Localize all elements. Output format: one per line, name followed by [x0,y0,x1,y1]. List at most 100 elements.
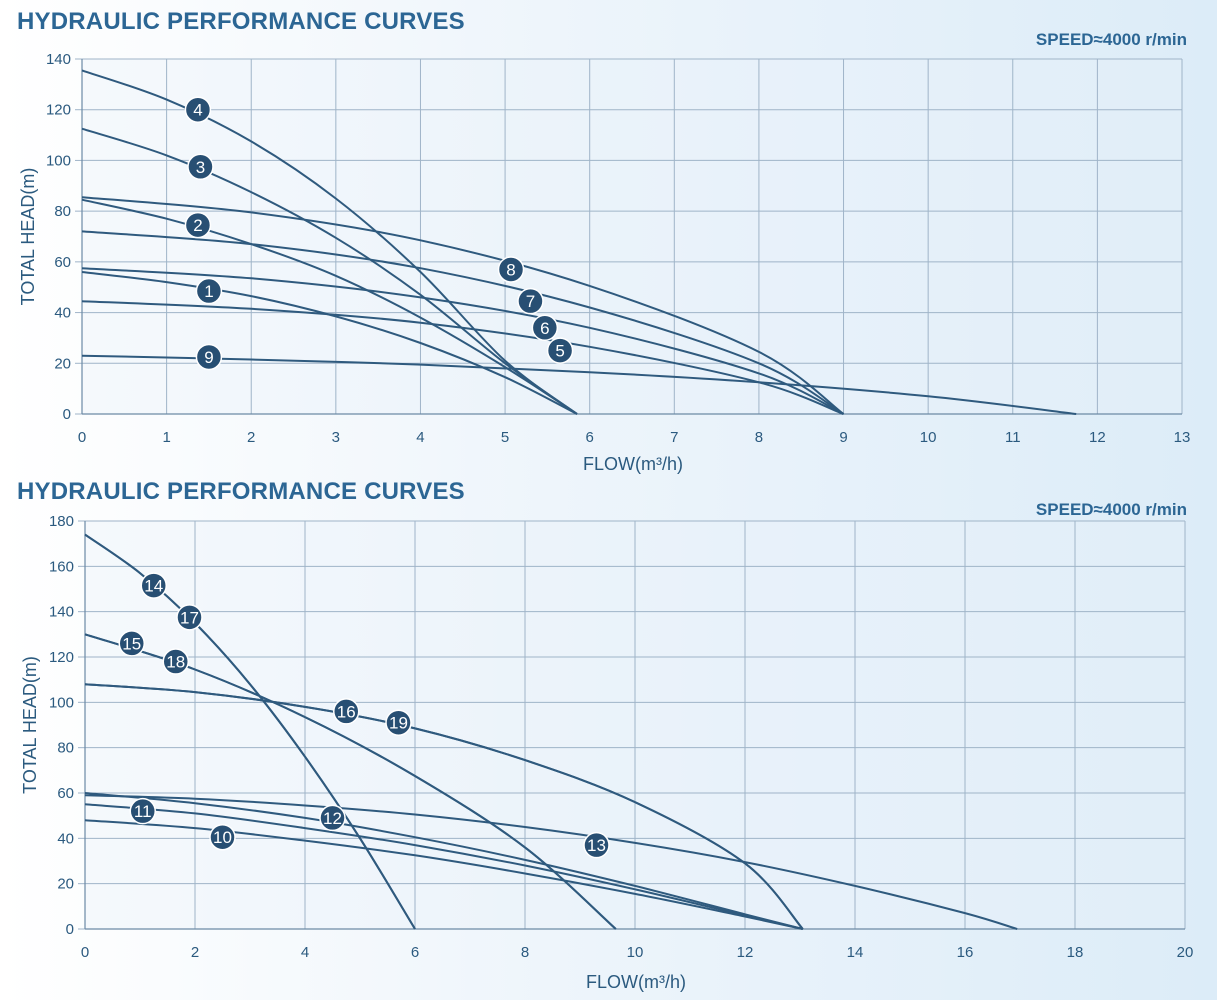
y-tick-label: 80 [57,740,74,757]
curve-marker-label: 2 [193,216,202,235]
curve-marker-1: 1 [195,277,223,305]
curve-marker-label: 5 [555,342,564,361]
chart-plot-area: 0 1 2 3 4 5 6 7 8 9 10 11 12 13020406080100120140FLOW… [18,51,1191,474]
curve-4 [81,69,578,415]
x-tick-label: 6 [411,944,419,961]
curve-marker-label: 11 [134,802,152,821]
x-tick-label: 7 [670,429,678,446]
performance-chart-2: HYDRAULIC PERFORMANCE CURVES SPEED≈4000 … [0,470,1217,1000]
y-tick-label: 80 [54,203,71,220]
x-tick-label: 12 [1089,429,1106,446]
curve-8 [81,196,845,415]
chart-title: HYDRAULIC PERFORMANCE CURVES [17,478,465,505]
x-tick-label: 5 [501,429,509,446]
y-tick-label: 20 [54,355,71,372]
curve-marker-label: 16 [337,702,356,721]
curve-marker-label: 12 [323,809,342,828]
y-tick-label: 20 [57,876,74,893]
curve-1 [81,271,578,415]
x-tick-label: 0 [81,944,89,961]
x-tick-label: 1 [162,429,170,446]
curve-marker-label: 4 [193,101,202,120]
x-tick-label: 11 [1005,429,1021,446]
y-axis-label: TOTAL HEAD(m) [20,656,40,794]
x-tick-label: 6 [586,429,594,446]
x-tick-label: 8 [521,944,529,961]
x-tick-label: 0 [78,429,86,446]
y-tick-label: 180 [49,513,74,530]
curve-marker-label: 13 [587,836,606,855]
curve-marker-12: 12 [319,804,346,832]
x-tick-label: 2 [247,429,255,446]
y-axis-label: TOTAL HEAD(m) [18,168,38,306]
x-tick-label: 18 [1067,944,1084,961]
curve-marker-label: 3 [196,158,205,177]
x-tick-label: 4 [301,944,309,961]
curve-9 [81,354,1077,415]
y-tick-label: 40 [57,830,74,847]
curve-marker-label: 6 [540,319,549,338]
y-tick-label: 60 [54,254,71,271]
curve-19 [84,683,804,930]
x-tick-label: 8 [755,429,763,446]
curve-marker-label: 19 [389,714,408,733]
curve-marker-9: 9 [195,343,223,371]
x-axis-label: FLOW(m³/h) [586,972,686,992]
curve-17 [84,533,416,930]
x-tick-label: 3 [332,429,340,446]
curve-12 [84,792,804,930]
plot-background [82,59,1182,414]
curve-marker-11: 11 [129,797,156,825]
curve-marker-15: 15 [118,630,145,657]
x-tick-label: 4 [416,429,424,446]
x-tick-label: 16 [957,944,974,961]
x-tick-label: 13 [1174,429,1191,446]
curve-11 [84,803,804,930]
curve-marker-18: 18 [162,648,189,675]
speed-label: SPEED≈4000 r/min [1035,30,1187,49]
curve-marker-label: 15 [122,634,141,653]
y-tick-label: 0 [66,921,74,938]
curve-marker-5: 5 [546,337,574,364]
curve-marker-4: 4 [184,96,212,123]
y-tick-label: 140 [46,51,71,68]
x-tick-label: 9 [839,429,847,446]
speed-label: SPEED≈4000 r/min [1035,500,1187,519]
curve-marker-7: 7 [517,287,544,315]
curve-2 [81,198,578,415]
x-tick-label: 10 [920,429,937,446]
chart-title: HYDRAULIC PERFORMANCE CURVES [17,8,465,35]
y-tick-label: 100 [46,152,71,169]
curve-marker-14: 14 [140,572,167,599]
curve-10 [84,819,804,930]
y-tick-label: 40 [54,305,71,322]
x-axis-label: FLOW(m³/h) [583,454,683,474]
curve-marker-label: 1 [204,282,213,301]
x-tick-label: 10 [627,944,644,961]
curve-marker-2: 2 [184,211,212,239]
y-tick-label: 160 [49,558,74,575]
chart-plot-area: 0 2 4 6 8 10 12 14 16 18 20 0 20 40 60 80 100 120 140 160 18… [20,513,1194,992]
curve-marker-label: 10 [213,828,232,847]
y-tick-label: 120 [49,649,74,666]
curve-marker-6: 6 [531,314,559,342]
y-tick-label: 60 [57,785,74,802]
y-tick-label: 100 [49,694,74,711]
curve-marker-label: 8 [506,260,515,279]
y-tick-label: 140 [49,604,74,621]
curve-18 [84,633,617,930]
curve-marker-label: 18 [166,653,185,672]
performance-chart-1: HYDRAULIC PERFORMANCE CURVES SPEED≈4000 … [0,0,1217,478]
curve-3 [81,127,578,415]
x-tick-label: 14 [847,944,864,961]
curve-marker-8: 8 [497,256,525,283]
curve-marker-label: 7 [526,292,535,311]
y-tick-label: 120 [46,102,71,119]
curve-6 [81,267,844,415]
curve-marker-label: 9 [204,348,213,367]
curve-marker-3: 3 [187,153,214,181]
curve-marker-19: 19 [385,709,412,736]
curve-marker-label: 14 [144,577,163,596]
curve-marker-10: 10 [209,823,236,851]
x-tick-label: 20 [1177,944,1194,961]
